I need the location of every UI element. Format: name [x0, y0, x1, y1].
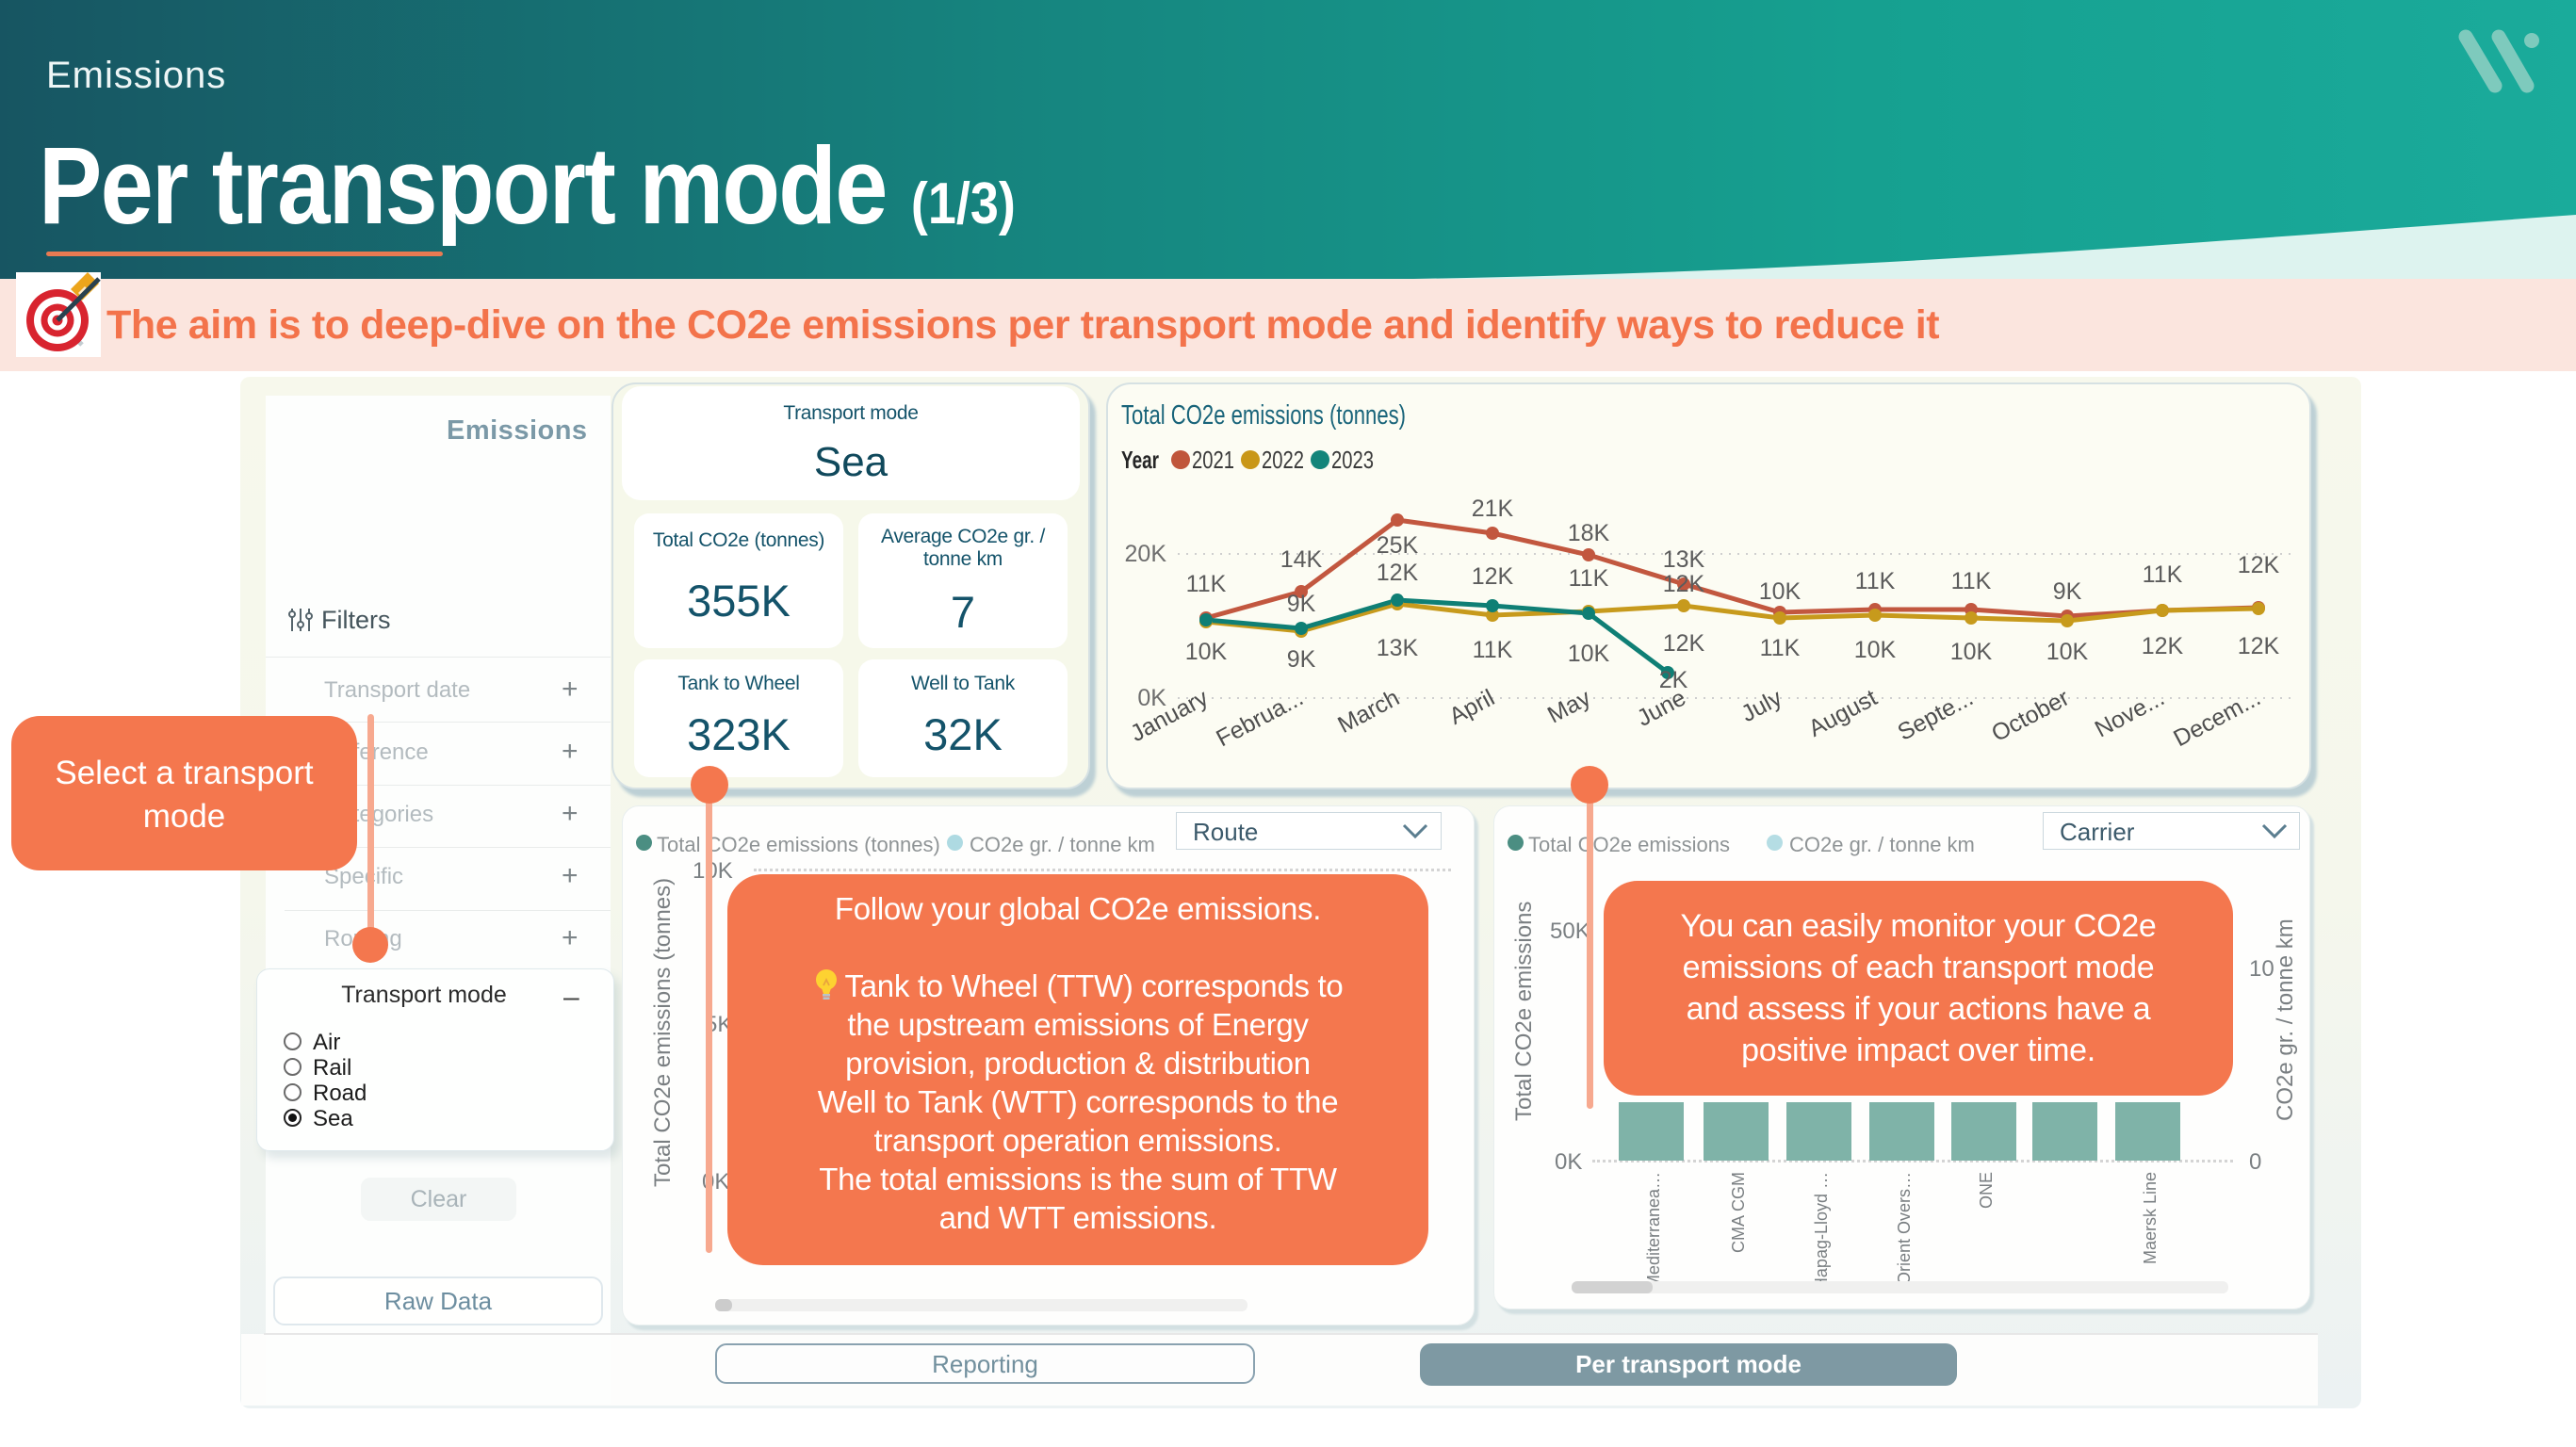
svg-text:12K: 12K	[1472, 563, 1514, 590]
svg-text:25K: 25K	[1377, 532, 1419, 559]
svg-text:11K: 11K	[1760, 635, 1801, 661]
svg-text:Year: Year	[1121, 446, 1159, 474]
svg-text:11K: 11K	[1855, 568, 1896, 594]
svg-text:13K: 13K	[1663, 546, 1705, 573]
svg-text:Decem...: Decem...	[2169, 685, 2264, 753]
svg-text:13K: 13K	[1377, 635, 1419, 661]
svg-text:October: October	[1987, 685, 2074, 747]
svg-text:21K: 21K	[1472, 496, 1514, 522]
svg-text:12K: 12K	[2238, 552, 2280, 578]
svg-text:10K: 10K	[1568, 641, 1610, 667]
svg-text:9K: 9K	[1287, 646, 1316, 673]
svg-text:10K: 10K	[1185, 639, 1228, 665]
svg-text:9K: 9K	[1287, 591, 1316, 617]
svg-text:Total CO2e emissions (tonnes): Total CO2e emissions (tonnes)	[1121, 400, 1406, 431]
svg-text:11K: 11K	[1951, 568, 1992, 594]
svg-text:18K: 18K	[1568, 520, 1610, 546]
svg-text:10K: 10K	[1950, 639, 1993, 665]
svg-text:Februa...: Februa...	[1212, 685, 1307, 753]
svg-text:CMA CGM: CMA CGM	[1729, 1172, 1748, 1253]
svg-text:April: April	[1445, 685, 1499, 730]
svg-text:20K: 20K	[1125, 541, 1167, 567]
svg-text:Mediterranea…: Mediterranea…	[1644, 1172, 1663, 1289]
svg-text:2022: 2022	[1262, 446, 1304, 474]
svg-text:12K: 12K	[1663, 630, 1705, 657]
svg-text:14K: 14K	[1280, 546, 1323, 573]
svg-text:11K: 11K	[2143, 561, 2183, 588]
svg-text:12K: 12K	[1663, 571, 1705, 597]
svg-text:12K: 12K	[2238, 633, 2280, 659]
svg-text:August: August	[1804, 685, 1882, 742]
svg-text:2021: 2021	[1192, 446, 1234, 474]
svg-text:2023: 2023	[1331, 446, 1374, 474]
svg-text:10K: 10K	[1854, 637, 1897, 663]
svg-text:12K: 12K	[2142, 633, 2184, 659]
svg-text:2K: 2K	[1659, 667, 1688, 693]
svg-text:9K: 9K	[2053, 578, 2082, 605]
svg-text:March: March	[1333, 685, 1403, 739]
svg-text:10K: 10K	[2046, 639, 2089, 665]
svg-text:11K: 11K	[1186, 571, 1227, 597]
svg-text:ONE: ONE	[1977, 1172, 1996, 1209]
svg-text:Maersk Line: Maersk Line	[2141, 1172, 2160, 1264]
svg-text:Nove...: Nove...	[2091, 685, 2169, 743]
svg-text:10K: 10K	[1759, 578, 1802, 605]
svg-text:May: May	[1543, 684, 1595, 728]
svg-text:Septe...: Septe...	[1894, 685, 1978, 746]
svg-text:12K: 12K	[1377, 560, 1419, 586]
svg-text:July: July	[1736, 684, 1786, 727]
svg-text:11K: 11K	[1473, 637, 1513, 663]
svg-text:0K: 0K	[1137, 685, 1166, 711]
svg-text:Orient Overs…: Orient Overs…	[1895, 1172, 1914, 1285]
svg-text:11K: 11K	[1569, 565, 1609, 592]
svg-text:Hapag-Lloyd …: Hapag-Lloyd …	[1812, 1172, 1831, 1290]
